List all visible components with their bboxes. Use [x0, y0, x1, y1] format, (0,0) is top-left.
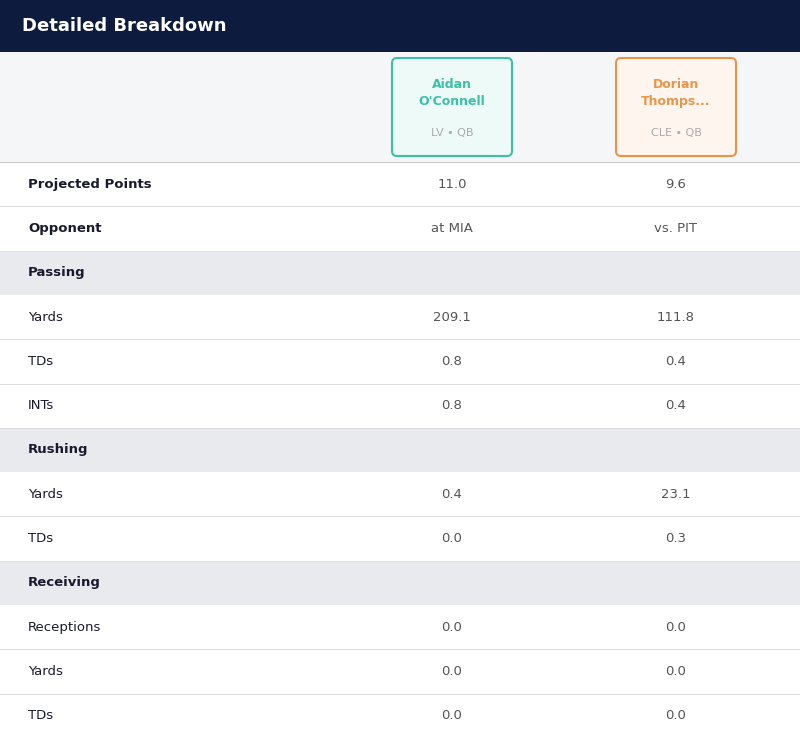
Bar	[0, 339, 800, 384]
Text: 111.8: 111.8	[657, 311, 695, 323]
FancyBboxPatch shape	[616, 58, 736, 156]
Text: Dorian
Thomps...: Dorian Thomps...	[642, 78, 710, 108]
Text: TDs: TDs	[28, 532, 53, 545]
Text: 0.0: 0.0	[442, 665, 462, 678]
Text: 9.6: 9.6	[666, 178, 686, 190]
Text: Passing: Passing	[28, 266, 86, 279]
Text: 209.1: 209.1	[433, 311, 471, 323]
Bar	[0, 694, 800, 738]
Text: Projected Points: Projected Points	[28, 178, 152, 190]
Bar	[0, 428, 800, 472]
Bar	[0, 472, 800, 517]
Text: 0.8: 0.8	[442, 355, 462, 368]
Bar	[0, 649, 800, 694]
Text: 0.0: 0.0	[442, 621, 462, 634]
Text: Yards: Yards	[28, 311, 63, 323]
Text: 0.0: 0.0	[442, 709, 462, 723]
Text: 0.8: 0.8	[442, 399, 462, 413]
Text: LV • QB: LV • QB	[430, 128, 474, 138]
Text: 0.3: 0.3	[666, 532, 686, 545]
Text: 23.1: 23.1	[661, 488, 691, 501]
Text: CLE • QB: CLE • QB	[650, 128, 702, 138]
Text: Yards: Yards	[28, 665, 63, 678]
Text: at MIA: at MIA	[431, 222, 473, 235]
Bar	[0, 207, 800, 251]
Text: 0.4: 0.4	[442, 488, 462, 501]
Text: 0.4: 0.4	[666, 399, 686, 413]
Text: Opponent: Opponent	[28, 222, 102, 235]
Text: 0.0: 0.0	[666, 665, 686, 678]
Bar	[0, 295, 800, 339]
Text: 0.0: 0.0	[442, 532, 462, 545]
Bar	[0, 162, 800, 207]
Text: INTs: INTs	[28, 399, 54, 413]
Text: 0.4: 0.4	[666, 355, 686, 368]
Text: 0.0: 0.0	[666, 709, 686, 723]
Text: vs. PIT: vs. PIT	[654, 222, 698, 235]
Text: Receiving: Receiving	[28, 576, 101, 590]
Text: 11.0: 11.0	[438, 178, 466, 190]
Bar	[0, 251, 800, 295]
Bar	[0, 517, 800, 561]
Bar	[0, 605, 800, 649]
Text: Receptions: Receptions	[28, 621, 102, 634]
Bar	[0, 0, 800, 52]
Text: Detailed Breakdown: Detailed Breakdown	[22, 17, 226, 35]
Text: Yards: Yards	[28, 488, 63, 501]
Text: 0.0: 0.0	[666, 621, 686, 634]
Text: Aidan
O'Connell: Aidan O'Connell	[418, 78, 486, 108]
Text: TDs: TDs	[28, 709, 53, 723]
FancyBboxPatch shape	[392, 58, 512, 156]
Text: Rushing: Rushing	[28, 444, 89, 457]
Bar	[0, 561, 800, 605]
Bar	[0, 384, 800, 428]
Text: TDs: TDs	[28, 355, 53, 368]
